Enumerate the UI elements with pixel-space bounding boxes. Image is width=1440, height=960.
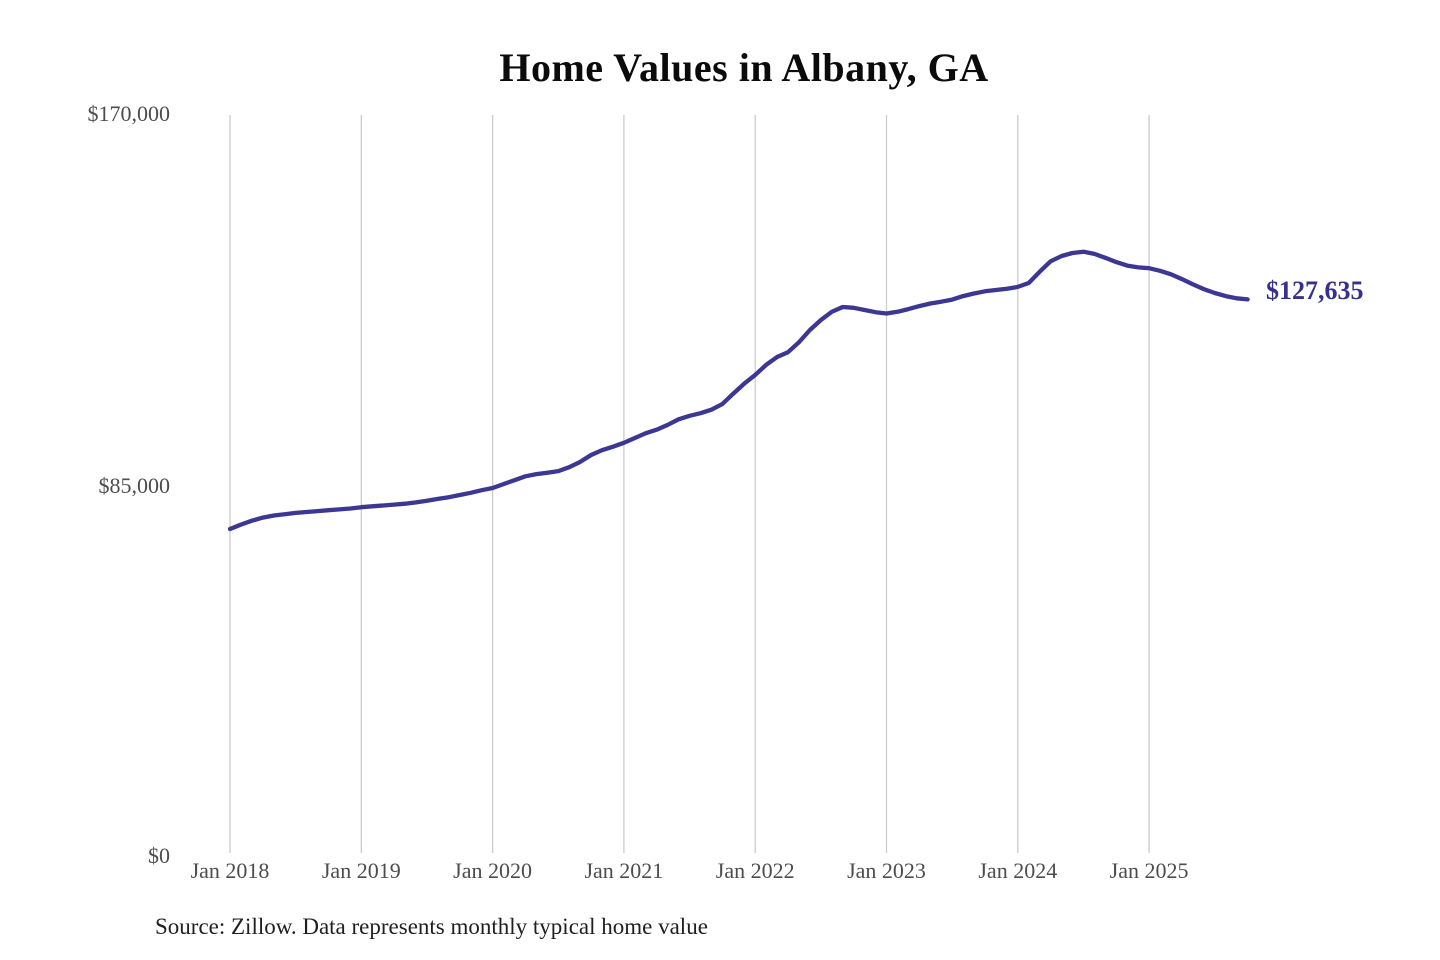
y-tick-label-85000: $85,000	[98, 473, 171, 498]
x-tick-label: Jan 2019	[321, 858, 401, 883]
x-tick-label: Jan 2020	[453, 858, 532, 883]
home-value-line	[227, 249, 1250, 532]
y-tick-label-170000: $170,000	[87, 101, 171, 126]
y-tick-label-0: $0	[148, 843, 170, 868]
latest-value-label: $127,635	[1266, 276, 1364, 305]
x-tick-label: Jan 2023	[847, 858, 926, 883]
x-tick-label: Jan 2025	[1109, 858, 1189, 883]
x-tick-label: Jan 2022	[715, 858, 795, 883]
source-note: Source: Zillow. Data represents monthly …	[155, 914, 708, 939]
x-tick-label: Jan 2021	[584, 858, 664, 883]
x-tick-label: Jan 2024	[978, 858, 1058, 883]
x-tick-label: Jan 2018	[190, 858, 270, 883]
chart-title: Home Values in Albany, GA	[499, 45, 989, 90]
